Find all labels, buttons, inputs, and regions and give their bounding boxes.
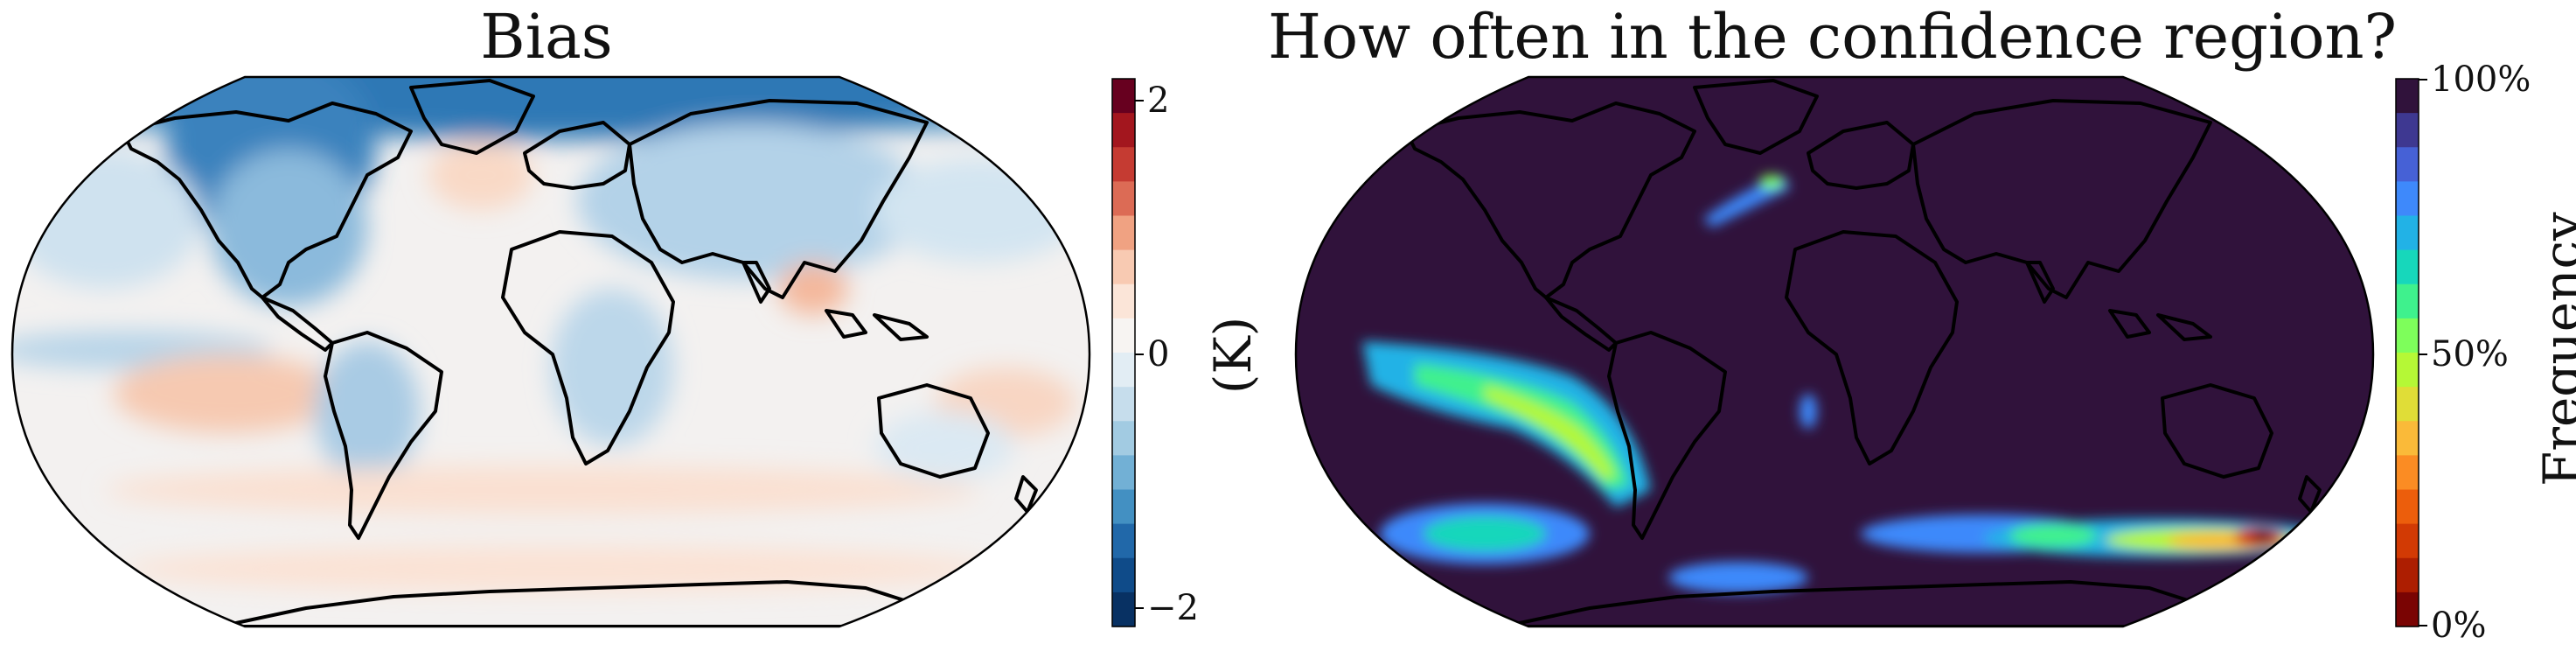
frequency-colorbar-swatch bbox=[2396, 284, 2419, 319]
bias-colorbar-swatch bbox=[1112, 489, 1135, 525]
right-map-title: How often in the confidence region? bbox=[1268, 1, 2398, 73]
frequency-tick-label: 50% bbox=[2431, 334, 2509, 374]
bias-colorbar-swatch bbox=[1112, 523, 1135, 559]
bias-colorbar-swatch bbox=[1112, 592, 1135, 627]
bias-colorbar bbox=[1112, 79, 1135, 627]
frequency-colorbar-swatch bbox=[2396, 421, 2419, 456]
frequency-colorbar-label: Frequency bbox=[2532, 212, 2576, 486]
bias-colorbar-swatch bbox=[1112, 249, 1135, 285]
bias-tick-label: 2 bbox=[1147, 80, 1170, 121]
bias-colorbar-swatch bbox=[1112, 557, 1135, 593]
left-map-title: Bias bbox=[480, 1, 613, 73]
bias-colorbar-swatch bbox=[1112, 147, 1135, 182]
frequency-map-border bbox=[1294, 75, 2375, 628]
bias-tick-label: 0 bbox=[1147, 334, 1170, 374]
bias-colorbar-frame bbox=[1111, 78, 1136, 627]
bias-colorbar-swatch bbox=[1112, 181, 1135, 217]
bias-colorbar-swatch bbox=[1112, 113, 1135, 148]
frequency-colorbar-swatch bbox=[2396, 353, 2419, 388]
frequency-tick-label: 0% bbox=[2431, 606, 2487, 646]
frequency-colorbar-swatch bbox=[2396, 181, 2419, 217]
frequency-colorbar bbox=[2396, 79, 2419, 627]
frequency-tick-label: 100% bbox=[2431, 60, 2531, 100]
bias-colorbar-swatch bbox=[1112, 79, 1135, 114]
frequency-colorbar-swatch bbox=[2396, 113, 2419, 148]
bias-colorbar-swatch bbox=[1112, 353, 1135, 388]
bias-map-field bbox=[12, 77, 1090, 626]
bias-colorbar-label: (K) bbox=[1203, 316, 1263, 395]
bias-map-border bbox=[10, 75, 1091, 628]
frequency-colorbar-swatch bbox=[2396, 523, 2419, 559]
frequency-map-field bbox=[1296, 77, 2373, 626]
frequency-colorbar-swatch bbox=[2396, 455, 2419, 491]
bias-colorbar-swatch bbox=[1112, 387, 1135, 422]
frequency-colorbar-swatch bbox=[2396, 79, 2419, 114]
bias-colorbar-swatch bbox=[1112, 421, 1135, 456]
frequency-colorbar-swatch bbox=[2396, 249, 2419, 285]
frequency-colorbar-swatch bbox=[2396, 318, 2419, 354]
frequency-colorbar-swatch bbox=[2396, 387, 2419, 422]
bias-colorbar-swatch bbox=[1112, 455, 1135, 491]
frequency-colorbar-swatch bbox=[2396, 557, 2419, 593]
frequency-colorbar-swatch bbox=[2396, 147, 2419, 182]
bias-colorbar-swatch bbox=[1112, 215, 1135, 251]
bias-colorbar-swatch bbox=[1112, 318, 1135, 354]
frequency-colorbar-frame bbox=[2395, 78, 2419, 627]
bias-colorbar-swatch bbox=[1112, 284, 1135, 319]
frequency-colorbar-swatch bbox=[2396, 592, 2419, 627]
bias-tick-label: −2 bbox=[1147, 588, 1199, 628]
frequency-colorbar-swatch bbox=[2396, 215, 2419, 251]
frequency-colorbar-swatch bbox=[2396, 489, 2419, 525]
